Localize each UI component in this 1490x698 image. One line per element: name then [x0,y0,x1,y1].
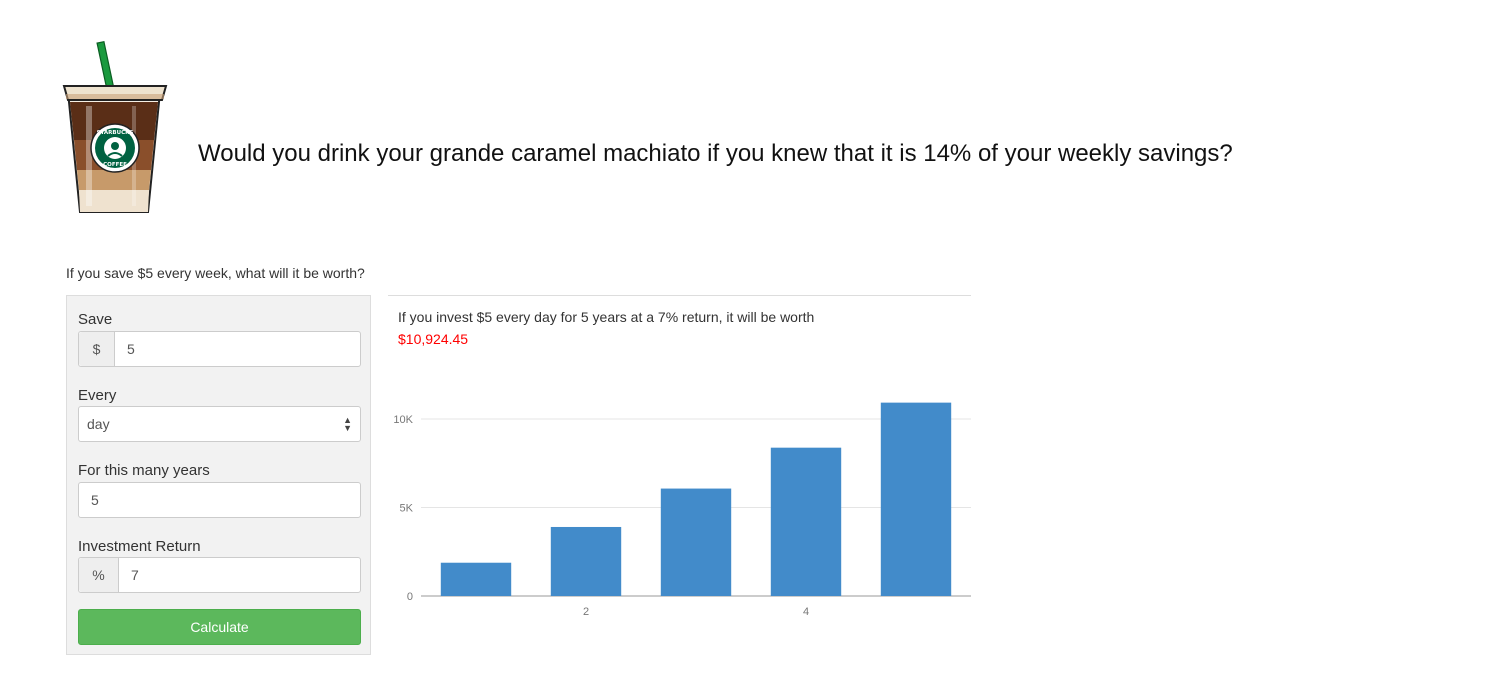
y-tick-label: 10K [393,414,413,426]
x-tick-label: 2 [583,606,589,618]
headline: Would you drink your grande caramel mach… [198,140,1233,167]
frequency-select[interactable]: day ▲ ▼ [78,406,361,442]
result-panel: If you invest $5 every day for 5 years a… [388,295,971,656]
coffee-cup-image: STARBUCKS COFFEE [62,40,168,213]
calculator-subtitle: If you save $5 every week, what will it … [66,265,365,281]
return-input-group: % [78,557,361,593]
savings-form: Save $ Every day ▲▼ For this many years … [66,295,371,655]
y-tick-label: 0 [407,591,413,603]
chart-bar[interactable] [770,447,842,596]
years-label: For this many years [78,462,210,479]
logo-top-text: STARBUCKS [97,130,134,136]
years-input-group [78,482,361,518]
frequency-select-value: day [87,416,110,432]
chart-bar[interactable] [550,526,622,596]
percent-addon: % [79,558,119,592]
savings-bar-chart: 0 5K 10K 2 4 [393,402,971,618]
every-label: Every [78,387,117,404]
return-label: Investment Return [78,538,201,555]
years-input[interactable] [79,483,360,517]
select-arrows-icon: ▲ ▼ [343,415,352,433]
return-input[interactable] [119,558,360,592]
calculate-button[interactable]: Calculate [78,609,361,645]
save-label: Save [78,311,113,328]
dollar-addon: $ [79,332,115,366]
result-amount: $10,924.45 [398,331,469,347]
chart-bar[interactable] [660,488,732,596]
save-input-group: $ [78,331,361,367]
save-amount-input[interactable] [115,332,360,366]
result-text: If you invest $5 every day for 5 years a… [398,309,815,325]
chart-bar[interactable] [880,402,952,596]
logo-bottom-text: COFFEE [103,162,127,168]
chart-bar[interactable] [440,562,512,596]
x-tick-label: 4 [803,606,809,618]
y-tick-label: 5K [400,503,414,515]
